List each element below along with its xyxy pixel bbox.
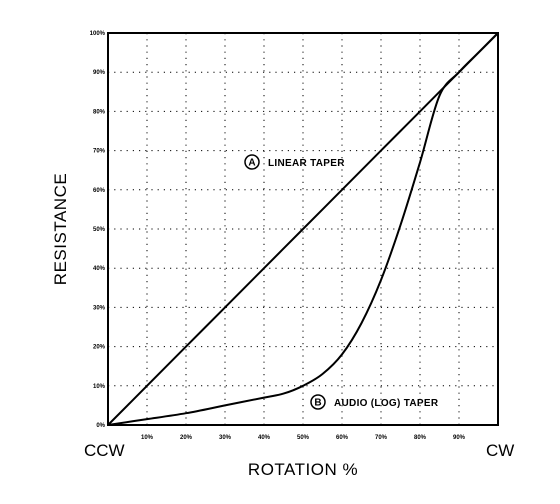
linear-taper-line (107, 32, 499, 426)
x-tick-labels: 10% 20% 30% 40% 50% 60% 70% 80% 90% (141, 435, 466, 441)
audio-taper-annotation: B AUDIO (LOG) TAPER (310, 394, 439, 410)
taper-curves (107, 32, 499, 426)
x-tick-label: 10% (141, 435, 154, 441)
x-tick-label: 20% (180, 435, 193, 441)
y-tick-label: 40% (93, 266, 106, 272)
x-axis-title: ROTATION % (248, 460, 358, 479)
y-tick-label: 90% (93, 70, 106, 76)
y-tick-labels: 0% 10% 20% 30% 40% 50% 60% 70% 80% 90% 100% (90, 31, 106, 429)
x-tick-label: 80% (414, 435, 427, 441)
marker-a-circle (244, 154, 260, 170)
ccw-label: CCW (84, 441, 125, 460)
y-tick-label: 70% (93, 149, 106, 155)
linear-taper-annotation: A LINEAR TAPER (244, 154, 345, 170)
y-tick-label: 0% (96, 423, 105, 429)
marker-b-circle (310, 394, 326, 410)
linear-taper-label: LINEAR TAPER (268, 158, 345, 169)
y-tick-label: 50% (93, 227, 106, 233)
x-tick-label: 40% (258, 435, 271, 441)
x-tick-label: 70% (375, 435, 388, 441)
y-tick-label: 100% (90, 31, 106, 37)
x-tick-label: 50% (297, 435, 310, 441)
cw-label: CW (486, 441, 514, 460)
marker-b-letter: B (314, 398, 321, 409)
y-axis-title: RESISTANCE (51, 173, 70, 285)
x-tick-label: 60% (336, 435, 349, 441)
y-tick-label: 80% (93, 109, 106, 115)
y-tick-label: 30% (93, 305, 106, 311)
audio-taper-curve (107, 32, 499, 426)
y-tick-label: 20% (93, 345, 106, 351)
y-tick-label: 60% (93, 188, 106, 194)
marker-a-letter: A (248, 158, 255, 169)
audio-taper-label: AUDIO (LOG) TAPER (334, 398, 439, 409)
plot-frame (107, 32, 499, 426)
y-tick-label: 10% (93, 384, 106, 390)
x-tick-label: 90% (453, 435, 466, 441)
x-tick-label: 30% (219, 435, 232, 441)
